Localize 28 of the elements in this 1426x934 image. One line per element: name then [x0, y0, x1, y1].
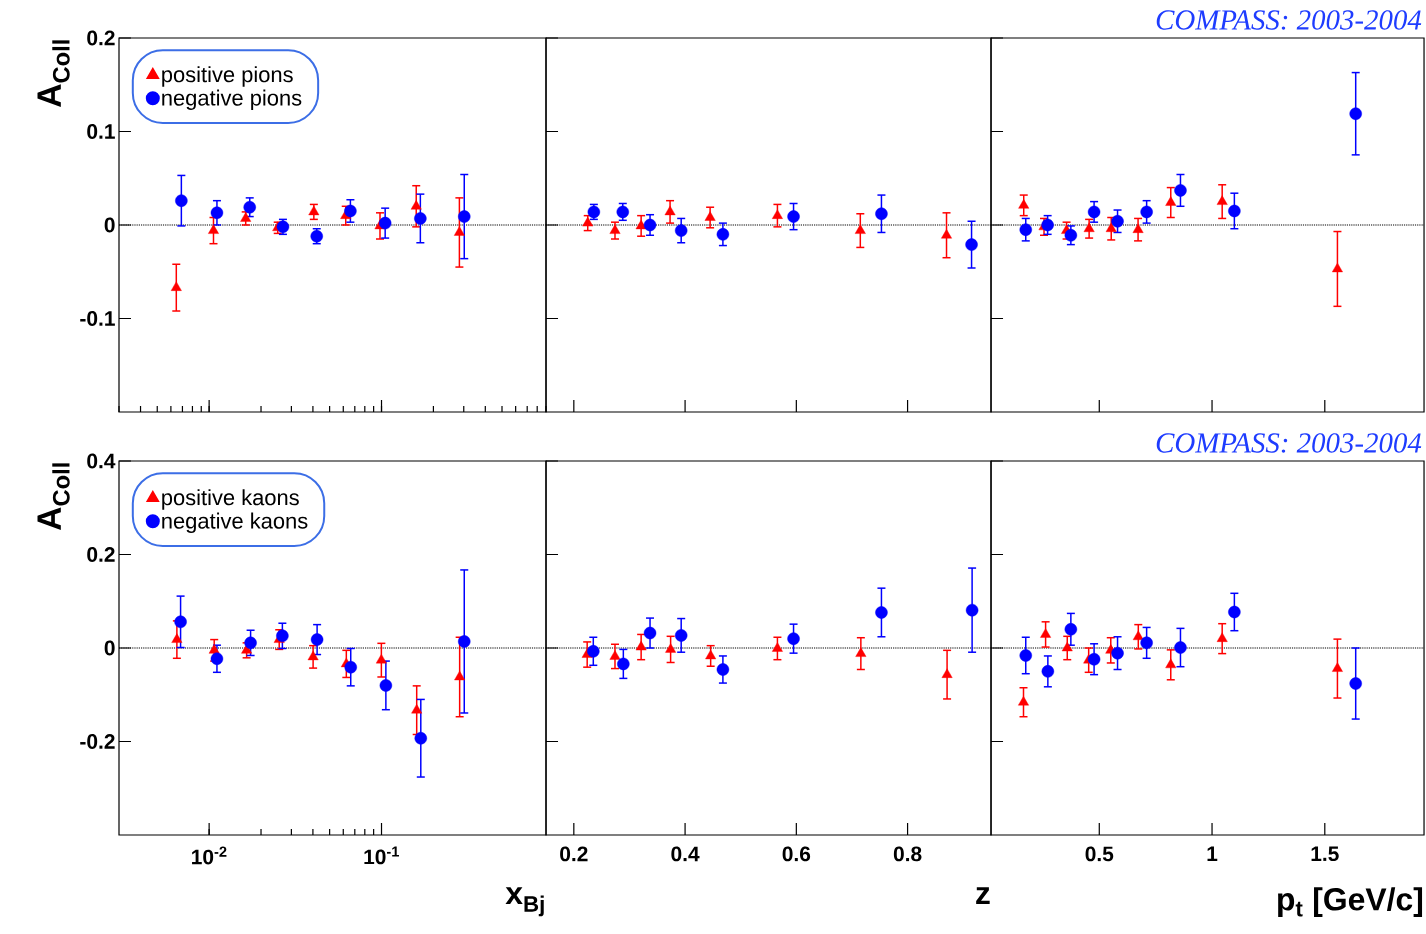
- y-tick-label: 0.2: [87, 547, 115, 562]
- x-tick-label: 0.4: [671, 846, 700, 862]
- x-axis-title: x$_{Bj}$: [505, 887, 544, 917]
- x-tick-label: 1: [1207, 846, 1218, 861]
- x-tick-label: 10$^{-2}$: [192, 846, 227, 865]
- chart-title: COMPASS: 2003-2004: [1156, 10, 1422, 30]
- legend-label: negative kaons: [162, 512, 308, 534]
- y-axis-title: A$_{Coll}$: [37, 40, 70, 108]
- x-tick-label: 0.6: [782, 846, 811, 862]
- x-tick-label: 0.8: [893, 846, 922, 862]
- y-tick-label: 0.1: [87, 124, 115, 139]
- x-tick-label: 0.5: [1085, 846, 1114, 862]
- y-tick-label: 0.4: [87, 453, 116, 469]
- y-tick-label: -0.1: [80, 311, 115, 326]
- x-tick-label: 10$^{-1}$: [364, 846, 399, 865]
- y-tick-label: 0: [104, 217, 115, 233]
- x-tick-label: 1.5: [1311, 846, 1339, 862]
- chart-title: COMPASS: 2003-2004: [1156, 433, 1422, 453]
- y-tick-label: 0.2: [87, 30, 115, 46]
- legend-label: negative pions: [162, 89, 302, 110]
- legend-label: positive kaons: [162, 489, 299, 510]
- y-tick-label: -0.2: [80, 734, 115, 749]
- y-axis-title: A$_{Coll}$: [37, 463, 70, 531]
- x-axis-title: z: [976, 887, 990, 905]
- legend-label: positive pions: [162, 66, 293, 87]
- x-tick-label: 0.2: [560, 846, 588, 862]
- x-axis-title: p$_{t}$ [GeV/c]: [1278, 887, 1423, 917]
- y-tick-label: 0: [104, 640, 115, 656]
